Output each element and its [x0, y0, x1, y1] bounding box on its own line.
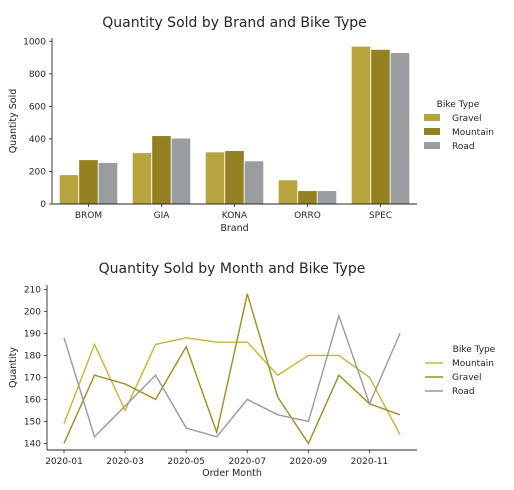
bar-x-tick-label: KONA — [222, 211, 248, 221]
line-x-axis-label: Order Month — [202, 468, 262, 479]
bar-y-tick-label: 0 — [40, 200, 46, 210]
line-legend-label: Gravel — [452, 373, 482, 383]
line-x-tick-label: 2020-03 — [106, 457, 144, 467]
bar-brom-mountain — [78, 159, 99, 205]
bar-y-tick-label: 600 — [29, 102, 46, 112]
bar-orro-gravel — [277, 179, 299, 205]
bar-brom-gravel — [58, 174, 80, 205]
bar-kona-road — [243, 160, 265, 205]
line-y-tick-label: 210 — [24, 285, 41, 295]
line-chart-title: Quantity Sold by Month and Bike Type — [99, 261, 366, 277]
bar-orro-road — [316, 190, 338, 205]
bar-legend-label: Road — [452, 142, 475, 152]
bar-kona-mountain — [224, 150, 245, 205]
bar-x-tick-label: BROM — [75, 211, 102, 221]
line-y-tick-label: 150 — [24, 417, 41, 427]
bar-brom-road — [97, 162, 119, 205]
line-y-tick-label: 140 — [24, 439, 41, 449]
bar-legend-label: Gravel — [452, 114, 482, 124]
line-series-mountain — [63, 337, 401, 435]
line-y-tick-label: 180 — [24, 351, 41, 361]
bar-spec-mountain — [370, 48, 391, 205]
line-legend-label: Road — [452, 387, 475, 397]
bar-y-tick-label: 1000 — [23, 37, 46, 47]
line-legend-label: Mountain — [452, 359, 494, 369]
bar-legend-title: Bike Type — [437, 100, 480, 110]
bar-x-tick-label: GIA — [154, 211, 171, 221]
bar-y-axis-label: Quantity Sold — [8, 89, 19, 154]
line-y-tick-label: 170 — [24, 373, 41, 383]
bar-legend-swatch-gravel — [424, 114, 440, 121]
line-y-tick-label: 160 — [24, 395, 41, 405]
line-y-tick-label: 200 — [24, 307, 41, 317]
line-legend-title: Bike Type — [453, 345, 496, 355]
bar-x-tick-label: SPEC — [369, 211, 392, 221]
bar-kona-gravel — [204, 151, 226, 205]
line-y-tick-label: 190 — [24, 329, 41, 339]
bar-gia-gravel — [131, 152, 153, 205]
bar-legend-swatch-road — [424, 142, 440, 149]
bar-gia-mountain — [151, 135, 172, 205]
line-series-road — [63, 313, 401, 439]
bar-x-tick-label: ORRO — [294, 211, 321, 221]
bar-spec-road — [389, 52, 411, 205]
bar-y-tick-label: 800 — [29, 70, 46, 80]
line-x-tick-label: 2020-09 — [290, 457, 328, 467]
bar-orro-mountain — [297, 190, 318, 205]
line-y-axis-label: Quantity — [8, 347, 19, 388]
bar-chart-title: Quantity Sold by Brand and Bike Type — [102, 15, 367, 31]
line-x-tick-label: 2020-05 — [167, 457, 205, 467]
bar-legend-swatch-mountain — [424, 128, 440, 135]
line-x-tick-label: 2020-07 — [228, 457, 266, 467]
bar-y-tick-label: 400 — [29, 135, 46, 145]
bar-x-axis-label: Brand — [220, 223, 248, 234]
bar-gia-road — [170, 137, 192, 205]
bar-legend-label: Mountain — [452, 128, 494, 138]
line-x-tick-label: 2020-01 — [45, 457, 83, 467]
line-series-gravel — [63, 293, 401, 445]
bar-y-tick-label: 200 — [29, 167, 46, 177]
line-x-tick-label: 2020-11 — [351, 457, 389, 467]
bar-spec-gravel — [350, 45, 372, 205]
